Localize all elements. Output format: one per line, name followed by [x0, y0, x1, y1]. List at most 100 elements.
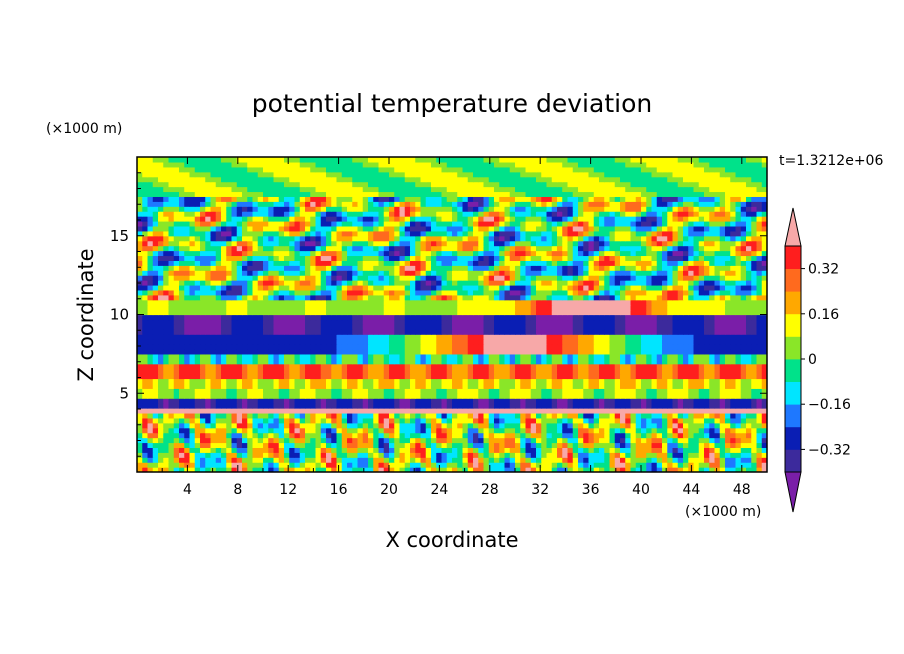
- contour-cell: [284, 324, 290, 330]
- contour-cell: [709, 284, 716, 291]
- contour-cell: [158, 270, 164, 276]
- contour-cell: [709, 437, 716, 444]
- contour-cell: [662, 294, 668, 301]
- contour-cell: [194, 417, 201, 424]
- contour-cell: [147, 314, 154, 321]
- contour-cell: [431, 452, 437, 458]
- contour-cell: [572, 294, 579, 301]
- contour-cell: [630, 408, 637, 414]
- contour-cell: [194, 452, 201, 458]
- contour-cell: [761, 442, 767, 448]
- contour-cell: [446, 467, 453, 472]
- contour-cell: [320, 432, 327, 439]
- contour-cell: [331, 393, 338, 399]
- contour-cell: [473, 319, 479, 325]
- contour-cell: [320, 467, 327, 472]
- contour-cell: [341, 383, 348, 389]
- contour-cell: [189, 408, 196, 414]
- contour-cell: [378, 344, 385, 350]
- contour-cell: [236, 314, 243, 321]
- contour-cell: [431, 437, 437, 444]
- contour-cell: [273, 314, 280, 321]
- contour-cell: [677, 348, 684, 355]
- contour-cell: [473, 344, 479, 350]
- contour-cell: [567, 319, 574, 325]
- contour-cell: [242, 344, 248, 350]
- contour-cell: [756, 388, 763, 394]
- contour-cell: [583, 403, 590, 409]
- contour-cell: [200, 304, 206, 311]
- contour-cell: [226, 353, 233, 360]
- contour-cell: [200, 388, 206, 394]
- contour-cell: [483, 284, 490, 291]
- contour-cell: [425, 378, 432, 384]
- contour-cell: [478, 368, 485, 375]
- contour-cell: [536, 299, 542, 306]
- contour-cell: [268, 284, 275, 291]
- contour-cell: [320, 265, 327, 271]
- contour-cell: [625, 319, 632, 325]
- contour-cell: [551, 442, 558, 448]
- contour-cell: [525, 339, 532, 345]
- contour-cell: [347, 329, 353, 335]
- contour-cell: [625, 348, 632, 355]
- contour-cell: [735, 427, 742, 434]
- contour-cell: [719, 447, 726, 453]
- contour-cell: [546, 299, 553, 306]
- contour-cell: [158, 363, 164, 370]
- contour-cell: [520, 353, 527, 360]
- contour-cell: [389, 309, 395, 316]
- contour-cell: [719, 275, 726, 281]
- contour-cell: [252, 378, 259, 384]
- contour-cell: [557, 447, 563, 453]
- contour-cell: [378, 334, 385, 340]
- contour-cell: [221, 353, 227, 360]
- contour-cell: [200, 265, 206, 271]
- contour-cell: [410, 348, 416, 355]
- contour-cell: [725, 422, 731, 429]
- contour-cell: [236, 275, 243, 281]
- contour-cell: [137, 373, 143, 380]
- contour-cell: [588, 344, 595, 350]
- contour-cell: [751, 339, 758, 345]
- contour-cell: [599, 447, 605, 453]
- contour-cell: [557, 353, 563, 360]
- contour-cell: [651, 442, 658, 448]
- contour-cell: [399, 289, 406, 296]
- contour-cell: [509, 383, 516, 389]
- contour-cell: [646, 344, 653, 350]
- contour-cell: [368, 432, 374, 439]
- contour-cell: [289, 309, 296, 316]
- contour-cell: [499, 462, 506, 468]
- contour-cell: [252, 462, 259, 468]
- contour-cell: [499, 324, 506, 330]
- contour-cell: [651, 344, 658, 350]
- contour-cell: [667, 427, 674, 434]
- contour-cell: [189, 462, 196, 468]
- contour-cell: [189, 353, 196, 360]
- contour-cell: [242, 358, 248, 365]
- contour-cell: [725, 304, 731, 311]
- contour-cell: [494, 344, 500, 350]
- contour-cell: [315, 398, 322, 404]
- contour-cell: [357, 378, 364, 384]
- contour-cell: [399, 442, 406, 448]
- contour-cell: [604, 334, 611, 340]
- contour-cell: [761, 319, 767, 325]
- contour-cell: [352, 289, 359, 296]
- contour-cell: [257, 412, 264, 419]
- contour-cell: [441, 270, 448, 276]
- contour-cell: [641, 334, 647, 340]
- contour-cell: [536, 467, 542, 472]
- contour-cell: [541, 294, 548, 301]
- contour-cell: [557, 368, 563, 375]
- contour-cell: [399, 373, 406, 380]
- contour-cell: [536, 344, 542, 350]
- contour-cell: [357, 432, 364, 439]
- contour-cell: [215, 447, 222, 453]
- contour-cell: [383, 265, 390, 271]
- contour-cell: [504, 457, 511, 463]
- contour-cell: [173, 319, 180, 325]
- contour-cell: [205, 329, 212, 335]
- contour-cell: [488, 363, 495, 370]
